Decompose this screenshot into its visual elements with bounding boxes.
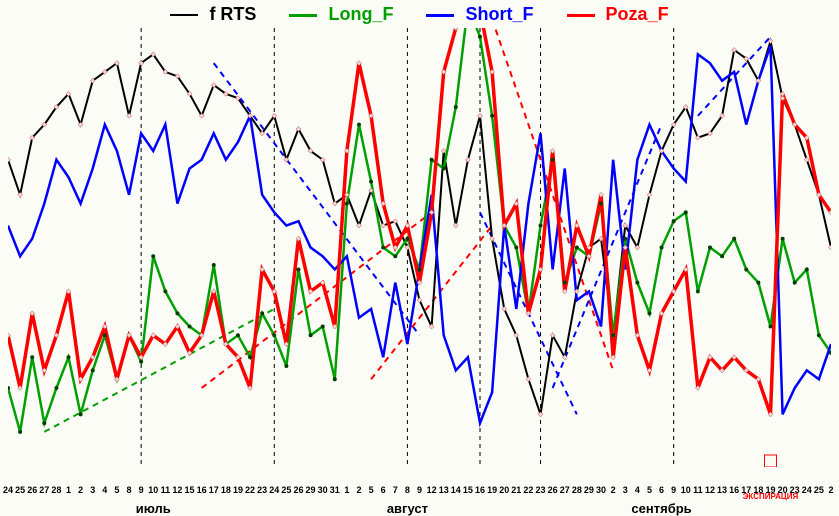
legend-swatch-pozaf bbox=[567, 14, 595, 18]
x-tick: 15 bbox=[463, 485, 473, 495]
month-label: июль bbox=[136, 501, 171, 516]
x-tick: 31 bbox=[330, 485, 340, 495]
x-tick: 11 bbox=[161, 485, 171, 495]
x-tick: 1 bbox=[66, 485, 71, 495]
x-tick: 13 bbox=[439, 485, 449, 495]
x-tick: 10 bbox=[148, 485, 158, 495]
x-tick: 5 bbox=[114, 485, 119, 495]
x-tick: 2 bbox=[611, 485, 616, 495]
legend-label-frts: f RTS bbox=[209, 4, 256, 24]
chart-container: f RTS Long_F Short_F Poza_F 242526272812… bbox=[0, 0, 839, 503]
x-tick: 6 bbox=[381, 485, 386, 495]
x-tick: 27 bbox=[560, 485, 570, 495]
legend-label-shortf: Short_F bbox=[466, 4, 534, 24]
x-tick: 30 bbox=[318, 485, 328, 495]
x-tick: 11 bbox=[693, 485, 703, 495]
x-tick: 8 bbox=[405, 485, 410, 495]
legend-swatch-longf bbox=[289, 14, 317, 17]
x-tick: 2 bbox=[828, 485, 833, 495]
x-tick: 12 bbox=[705, 485, 715, 495]
x-tick: 22 bbox=[523, 485, 533, 495]
x-tick: 12 bbox=[427, 485, 437, 495]
x-tick: 23 bbox=[257, 485, 267, 495]
x-tick: 29 bbox=[306, 485, 316, 495]
x-tick: 23 bbox=[536, 485, 546, 495]
x-tick: 28 bbox=[51, 485, 61, 495]
x-tick: 25 bbox=[281, 485, 291, 495]
x-tick: 29 bbox=[584, 485, 594, 495]
x-tick: 17 bbox=[209, 485, 219, 495]
legend: f RTS Long_F Short_F Poza_F bbox=[0, 4, 839, 25]
x-tick: 8 bbox=[127, 485, 132, 495]
x-tick: 21 bbox=[511, 485, 521, 495]
x-tick: 7 bbox=[393, 485, 398, 495]
x-tick: 30 bbox=[596, 485, 606, 495]
legend-swatch-frts bbox=[170, 14, 198, 16]
month-label: сентябрь bbox=[631, 501, 691, 516]
x-tick: 16 bbox=[729, 485, 739, 495]
legend-swatch-shortf bbox=[426, 14, 454, 17]
x-tick: 15 bbox=[185, 485, 195, 495]
x-tick: 2 bbox=[78, 485, 83, 495]
x-tick: 22 bbox=[245, 485, 255, 495]
x-tick: 3 bbox=[90, 485, 95, 495]
x-tick: 9 bbox=[139, 485, 144, 495]
x-tick: 5 bbox=[369, 485, 374, 495]
x-tick: 24 bbox=[802, 485, 812, 495]
x-tick: 1 bbox=[344, 485, 349, 495]
x-tick: 9 bbox=[671, 485, 676, 495]
x-tick: 10 bbox=[681, 485, 691, 495]
x-tick: 25 bbox=[814, 485, 824, 495]
x-tick: 28 bbox=[572, 485, 582, 495]
legend-label-longf: Long_F bbox=[328, 4, 393, 24]
x-tick: 19 bbox=[487, 485, 497, 495]
x-tick: 2 bbox=[356, 485, 361, 495]
x-tick: 9 bbox=[417, 485, 422, 495]
legend-label-pozaf: Poza_F bbox=[606, 4, 669, 24]
x-tick: 6 bbox=[659, 485, 664, 495]
legend-item-frts: f RTS bbox=[170, 4, 256, 25]
plot-svg bbox=[8, 28, 831, 467]
x-tick: 3 bbox=[623, 485, 628, 495]
x-tick: 16 bbox=[197, 485, 207, 495]
x-tick: 13 bbox=[717, 485, 727, 495]
x-tick: 4 bbox=[635, 485, 640, 495]
x-tick: 24 bbox=[269, 485, 279, 495]
x-tick: 12 bbox=[172, 485, 182, 495]
x-tick: 5 bbox=[647, 485, 652, 495]
x-tick: 4 bbox=[102, 485, 107, 495]
x-tick: 25 bbox=[15, 485, 25, 495]
month-label: август bbox=[387, 501, 428, 516]
x-tick: 19 bbox=[233, 485, 243, 495]
plot-area bbox=[8, 28, 831, 467]
x-tick: 26 bbox=[548, 485, 558, 495]
x-tick: 24 bbox=[3, 485, 13, 495]
x-tick: 26 bbox=[27, 485, 37, 495]
x-tick: 14 bbox=[451, 485, 461, 495]
x-tick: 16 bbox=[475, 485, 485, 495]
x-tick: 20 bbox=[499, 485, 509, 495]
legend-item-longf: Long_F bbox=[289, 4, 393, 25]
legend-item-pozaf: Poza_F bbox=[567, 4, 669, 25]
expiration-label: ЭКСПИРАЦИЯ bbox=[743, 492, 799, 501]
x-tick: 18 bbox=[221, 485, 231, 495]
legend-item-shortf: Short_F bbox=[426, 4, 533, 25]
x-tick: 26 bbox=[293, 485, 303, 495]
x-tick: 27 bbox=[39, 485, 49, 495]
